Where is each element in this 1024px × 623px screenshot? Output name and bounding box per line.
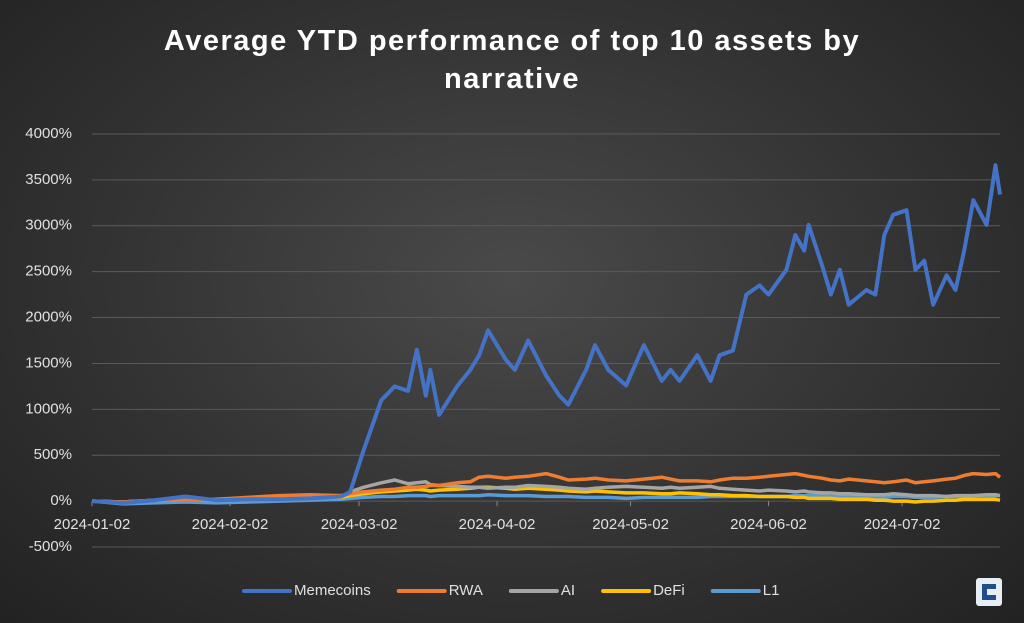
logo-box	[976, 578, 1002, 606]
y-tick-label: 1500%	[25, 354, 72, 371]
y-tick-label: 2500%	[25, 263, 72, 280]
x-tick-label: 2024-06-02	[730, 516, 807, 533]
y-tick-label: 4000%	[25, 125, 72, 142]
legend-label: AI	[561, 582, 575, 599]
x-tick-label: 2024-07-02	[864, 516, 941, 533]
legend: Memecoins RWA AI DeFi L1	[242, 582, 780, 599]
y-tick-label: 3500%	[25, 171, 72, 188]
chart-title: Average YTD performance of top 10 assets…	[163, 25, 861, 95]
y-tick-label: -500%	[29, 538, 72, 555]
series-line	[91, 492, 1000, 506]
legend-label: DeFi	[653, 582, 685, 599]
logo	[976, 578, 1002, 606]
x-tick-label: 2024-04-02	[459, 516, 536, 533]
legend-label: RWA	[449, 582, 483, 599]
series-line	[91, 478, 1001, 504]
series-line	[91, 163, 1002, 505]
x-tick-label: 2024-01-02	[54, 516, 131, 533]
x-tick-label: 2024-02-02	[192, 516, 269, 533]
legend-label: L1	[763, 582, 780, 599]
x-tick-label: 2024-05-02	[592, 516, 669, 533]
x-tick-label: 2024-03-02	[321, 516, 398, 533]
y-tick-label: 0%	[50, 492, 72, 509]
series-line	[91, 485, 1001, 504]
y-tick-label: 1000%	[25, 400, 72, 417]
y-tick-label: 2000%	[25, 309, 72, 326]
y-tick-label: 500%	[34, 446, 72, 463]
legend-label: Memecoins	[294, 582, 371, 599]
series-line	[91, 471, 1002, 504]
y-tick-label: 3000%	[25, 217, 72, 234]
logo-mark	[982, 584, 996, 600]
